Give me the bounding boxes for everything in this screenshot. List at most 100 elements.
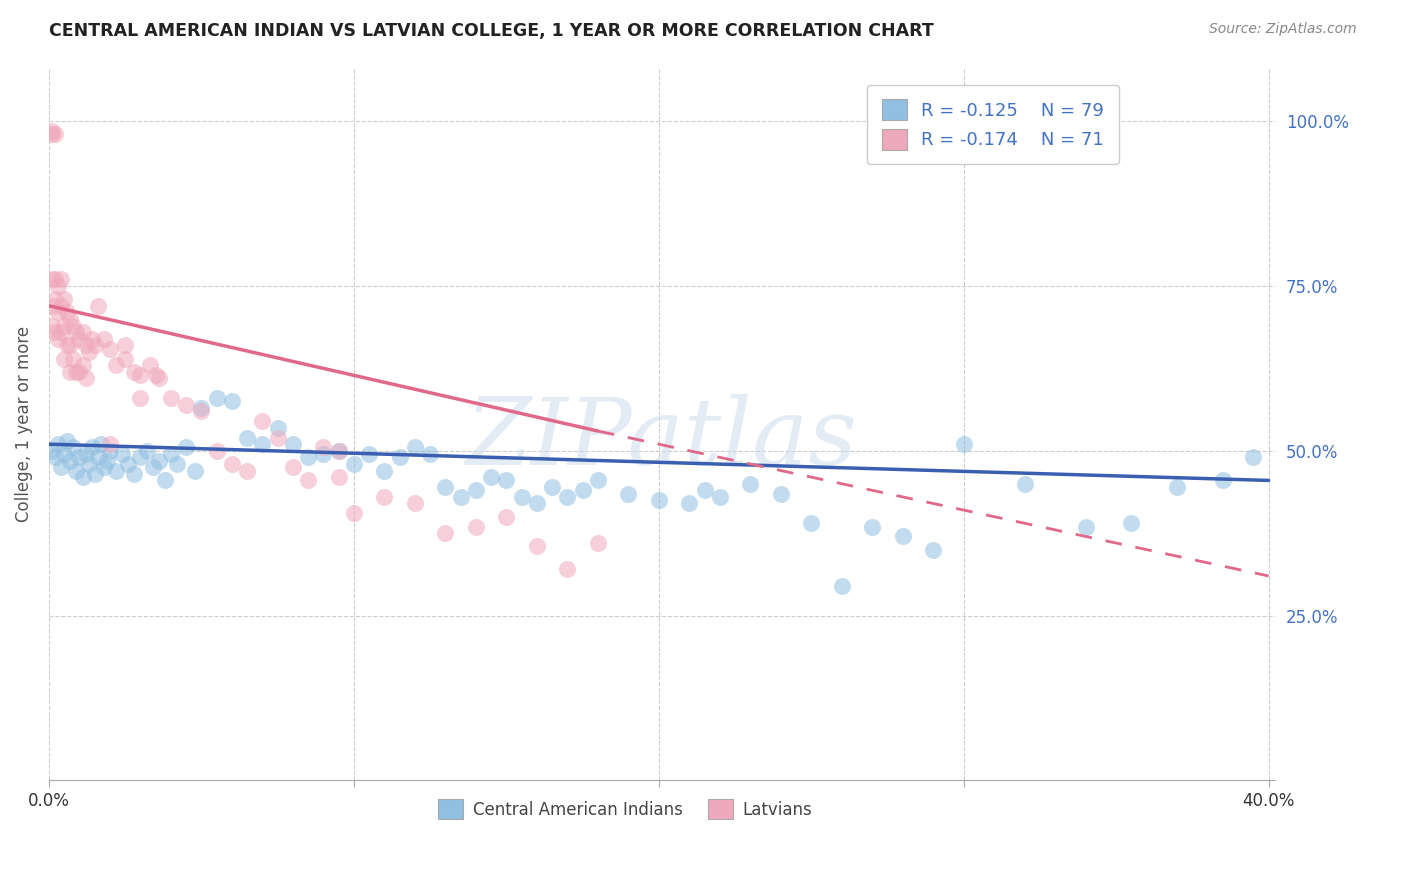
Point xyxy=(450,490,472,504)
Point xyxy=(166,457,188,471)
Point xyxy=(51,460,73,475)
Point xyxy=(56,434,79,448)
Point xyxy=(769,486,792,500)
Point xyxy=(46,332,69,346)
Point xyxy=(328,443,350,458)
Point xyxy=(1121,516,1143,531)
Point xyxy=(571,483,593,498)
Point xyxy=(114,338,136,352)
Point xyxy=(41,124,63,138)
Point xyxy=(41,443,63,458)
Point xyxy=(51,299,73,313)
Point xyxy=(44,272,66,286)
Point xyxy=(1074,519,1097,533)
Point xyxy=(617,486,640,500)
Point xyxy=(464,483,486,498)
Point xyxy=(41,299,63,313)
Point xyxy=(740,476,762,491)
Point xyxy=(59,365,82,379)
Point xyxy=(46,279,69,293)
Point xyxy=(142,460,165,475)
Text: ZIPatlas: ZIPatlas xyxy=(465,393,858,483)
Point xyxy=(69,450,91,465)
Point xyxy=(266,420,288,434)
Point xyxy=(328,443,350,458)
Point xyxy=(51,272,73,286)
Point xyxy=(312,441,335,455)
Point xyxy=(312,447,335,461)
Point xyxy=(44,325,66,339)
Point xyxy=(65,325,87,339)
Point xyxy=(83,338,105,352)
Point xyxy=(59,338,82,352)
Point xyxy=(190,401,212,415)
Point xyxy=(891,529,914,543)
Point xyxy=(41,318,63,333)
Point xyxy=(80,332,103,346)
Point xyxy=(526,539,548,553)
Point xyxy=(148,453,170,467)
Point xyxy=(184,464,207,478)
Point xyxy=(72,325,94,339)
Point xyxy=(555,562,578,576)
Point xyxy=(56,338,79,352)
Point xyxy=(434,480,457,494)
Point xyxy=(129,391,152,405)
Point xyxy=(90,437,112,451)
Point xyxy=(41,272,63,286)
Point xyxy=(135,443,157,458)
Point xyxy=(53,292,76,306)
Point xyxy=(46,305,69,319)
Point xyxy=(373,464,395,478)
Point xyxy=(69,365,91,379)
Point xyxy=(124,467,146,481)
Point xyxy=(41,128,63,142)
Point xyxy=(105,358,128,372)
Point xyxy=(59,312,82,326)
Point xyxy=(419,447,441,461)
Point xyxy=(800,516,823,531)
Point xyxy=(98,443,121,458)
Point xyxy=(83,467,105,481)
Point xyxy=(952,437,974,451)
Point xyxy=(464,519,486,533)
Point xyxy=(46,437,69,451)
Point xyxy=(80,441,103,455)
Point xyxy=(205,443,228,458)
Point xyxy=(160,391,183,405)
Point xyxy=(252,414,274,428)
Point xyxy=(65,365,87,379)
Point xyxy=(1166,480,1188,494)
Point xyxy=(831,579,853,593)
Point xyxy=(129,368,152,382)
Point xyxy=(44,450,66,465)
Point xyxy=(404,496,426,510)
Point xyxy=(343,507,366,521)
Point xyxy=(373,490,395,504)
Point xyxy=(586,536,609,550)
Point xyxy=(541,480,564,494)
Point xyxy=(174,441,197,455)
Point xyxy=(236,431,259,445)
Y-axis label: College, 1 year or more: College, 1 year or more xyxy=(15,326,32,523)
Point xyxy=(297,474,319,488)
Point xyxy=(77,457,100,471)
Point xyxy=(205,391,228,405)
Point xyxy=(62,351,84,366)
Point xyxy=(124,365,146,379)
Point xyxy=(44,292,66,306)
Point xyxy=(236,464,259,478)
Point xyxy=(495,474,517,488)
Point xyxy=(281,460,304,475)
Point xyxy=(526,496,548,510)
Point xyxy=(138,358,160,372)
Point xyxy=(53,318,76,333)
Point xyxy=(1014,476,1036,491)
Point xyxy=(62,318,84,333)
Point xyxy=(709,490,731,504)
Point xyxy=(174,398,197,412)
Point xyxy=(75,338,97,352)
Point xyxy=(114,351,136,366)
Point xyxy=(495,509,517,524)
Point xyxy=(59,453,82,467)
